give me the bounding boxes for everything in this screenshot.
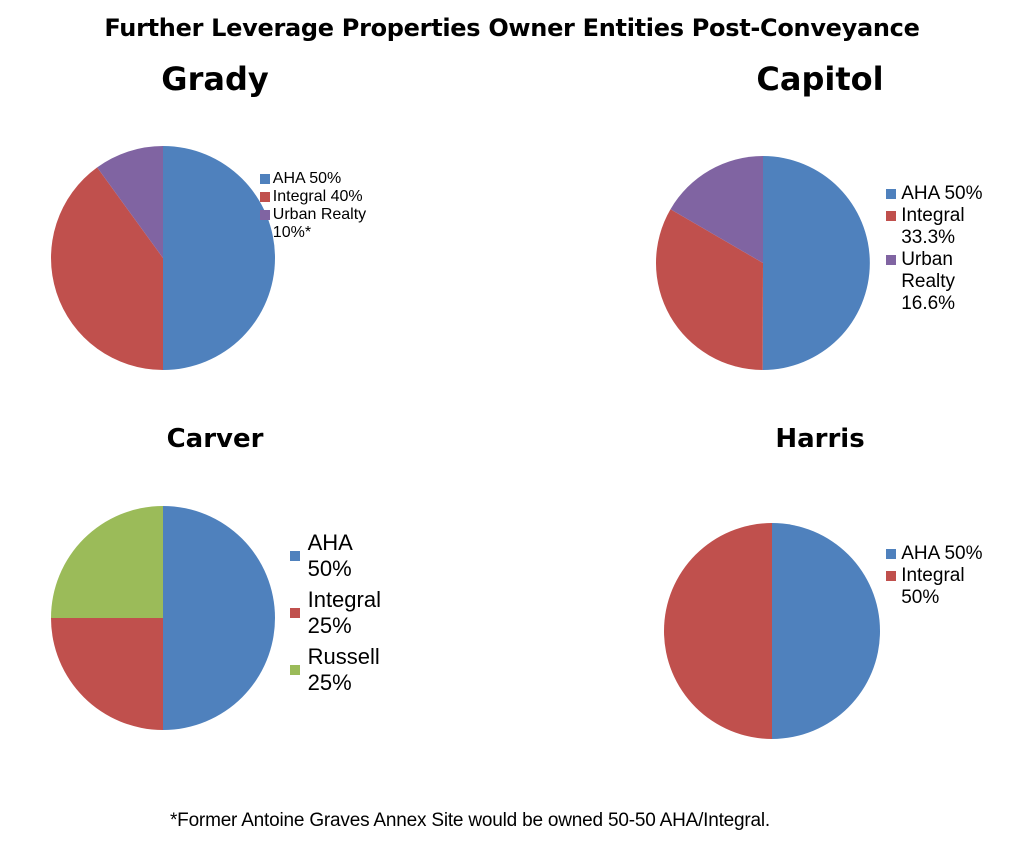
legend-swatch-harris-1: [886, 571, 896, 581]
legend-item-capitol-1: Integral 33.3%: [886, 205, 996, 249]
legend-item-harris-0: AHA 50%: [886, 543, 996, 565]
legend-label-capitol-1: Integral 33.3%: [901, 205, 965, 248]
legend-swatch-carver-0: [290, 551, 300, 561]
legend-label-grady-2: Urban Realty 10%*: [272, 206, 367, 241]
legend-item-harris-1: Integral 50%: [886, 565, 996, 609]
legend-swatch-grady-2: [260, 210, 270, 220]
legend-swatch-capitol-2: [886, 255, 896, 265]
legend-item-grady-1: Integral 40%: [260, 188, 385, 206]
pie-slice-carver-0: [163, 506, 275, 730]
footnote: *Former Antoine Graves Annex Site would …: [169, 810, 771, 831]
chart-title-grady: Grady: [161, 60, 269, 98]
legend-label-harris-1: Integral 50%: [901, 565, 965, 608]
chart-title-carver: Carver: [166, 424, 264, 454]
legend-swatch-carver-2: [290, 665, 300, 675]
pie-slice-harris-1: [664, 523, 772, 739]
legend-swatch-grady-0: [260, 174, 270, 184]
legend-swatch-capitol-1: [886, 211, 896, 221]
legend-carver: AHA 50% Integral 25% Russell 25%: [290, 530, 400, 701]
legend-item-carver-2: Russell 25%: [290, 644, 400, 696]
legend-item-carver-1: Integral 25%: [290, 587, 400, 639]
pie-slice-capitol-1: [655, 209, 763, 370]
legend-capitol: AHA 50% Integral 33.3% Urban Realty 16.6%: [886, 183, 996, 315]
pie-slice-capitol-0: [762, 156, 870, 371]
legend-label-grady-0: AHA 50%: [272, 170, 342, 187]
pie-slice-grady-1: [51, 167, 164, 370]
legend-label-capitol-0: AHA 50%: [901, 183, 983, 204]
legend-label-capitol-2: Urban Realty 16.6%: [901, 249, 956, 314]
pie-slice-grady-0: [163, 146, 275, 370]
legend-swatch-carver-1: [290, 608, 300, 618]
legend-swatch-harris-0: [886, 549, 896, 559]
page-title: Further Leverage Properties Owner Entiti…: [104, 14, 920, 42]
legend-label-grady-1: Integral 40%: [272, 188, 363, 205]
pie-slice-grady-2: [97, 146, 163, 258]
pie-slice-capitol-2: [670, 156, 763, 263]
legend-harris: AHA 50% Integral 50%: [886, 543, 996, 609]
legend-item-grady-2: Urban Realty 10%*: [260, 206, 385, 242]
legend-grady: AHA 50% Integral 40% Urban Realty 10%*: [260, 170, 385, 242]
pie-slice-harris-0: [772, 523, 880, 739]
legend-item-grady-0: AHA 50%: [260, 170, 385, 188]
legend-label-carver-2: Russell 25%: [307, 644, 380, 695]
legend-item-capitol-0: AHA 50%: [886, 183, 996, 205]
legend-label-carver-1: Integral 25%: [307, 587, 381, 638]
pie-slice-carver-2: [51, 506, 163, 618]
legend-item-carver-0: AHA 50%: [290, 530, 400, 582]
chart-title-harris: Harris: [775, 424, 865, 454]
legend-label-carver-0: AHA 50%: [307, 530, 352, 581]
legend-swatch-capitol-0: [886, 189, 896, 199]
legend-swatch-grady-1: [260, 192, 270, 202]
legend-item-capitol-2: Urban Realty 16.6%: [886, 249, 996, 315]
pie-slice-carver-1: [51, 618, 163, 730]
chart-title-capitol: Capitol: [756, 60, 884, 98]
legend-label-harris-0: AHA 50%: [901, 543, 983, 564]
